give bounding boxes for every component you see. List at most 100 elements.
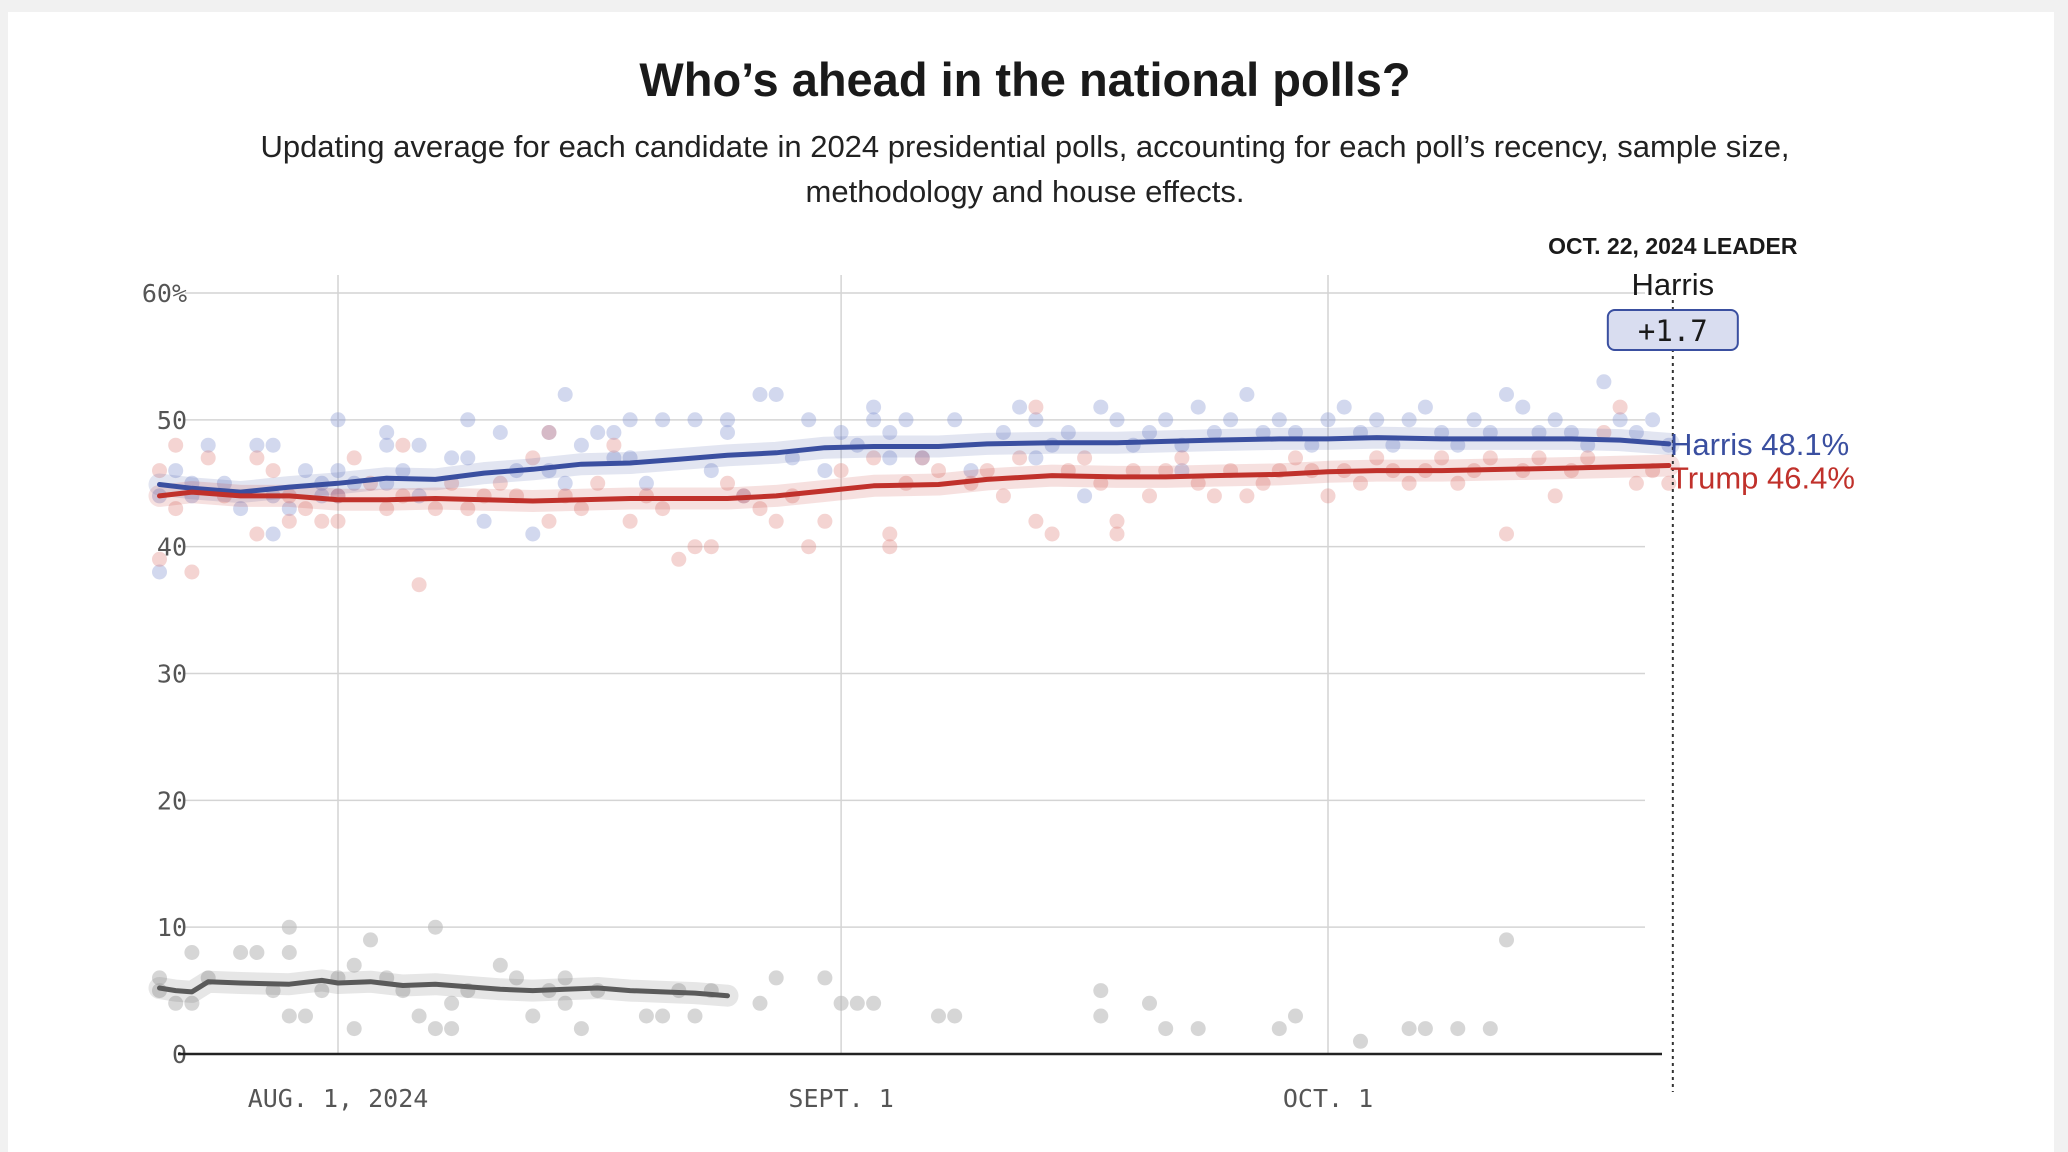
trump-poll-dot <box>1142 488 1157 504</box>
trump-poll-dot <box>168 437 184 453</box>
trump-poll-dot <box>1369 450 1385 466</box>
harris-poll-dot <box>395 463 411 479</box>
other-poll-dot <box>1288 1008 1303 1024</box>
trump-poll-dot <box>427 501 443 517</box>
harris-poll-dot <box>1612 412 1628 428</box>
trump-poll-dot <box>184 564 200 580</box>
trump-poll-dot <box>752 501 768 517</box>
other-poll-dot <box>281 945 297 960</box>
other-poll-dot <box>314 983 330 999</box>
trump-poll-dot <box>541 425 557 440</box>
other-poll-dot <box>1142 995 1157 1011</box>
harris-poll-dot <box>265 526 281 542</box>
trump-poll-dot <box>1077 450 1093 466</box>
trump-poll-dot <box>346 450 362 466</box>
trump-poll-dot <box>379 501 395 517</box>
other-poll-dot <box>1093 1008 1109 1024</box>
trump-poll-dot <box>249 450 265 466</box>
trump-poll-dot <box>1450 475 1466 491</box>
harris-poll-dot <box>298 463 313 479</box>
harris-poll-dot <box>265 437 281 453</box>
x-tick-label: SEPT. 1 <box>788 1084 893 1113</box>
trump-poll-dot <box>768 513 784 529</box>
other-poll-dot <box>444 1021 460 1037</box>
trump-poll-dot <box>314 513 330 529</box>
trump-poll-dot <box>168 501 184 517</box>
harris-poll-dot <box>1320 412 1336 428</box>
y-tick-label: 40 <box>157 533 187 562</box>
trump-poll-dot <box>1093 475 1109 491</box>
harris-poll-dot <box>411 437 427 453</box>
trump-poll-dot <box>914 450 930 466</box>
harris-poll-dot <box>1628 425 1644 440</box>
other-poll-dot <box>687 1008 703 1024</box>
harris-poll-dot <box>866 399 882 415</box>
trump-poll-dot <box>671 551 687 567</box>
y-tick-label: 50 <box>157 406 187 435</box>
y-tick-label: 10 <box>157 913 187 942</box>
harris-poll-dot <box>492 425 508 440</box>
harris-poll-dot <box>1515 399 1531 415</box>
trump-poll-dot <box>655 501 671 517</box>
other-poll-dot <box>363 932 378 948</box>
trump-poll-dot <box>720 475 735 491</box>
other-poll-dot <box>947 1008 963 1024</box>
trump-poll-dot <box>573 501 589 517</box>
trump-poll-dot <box>1580 450 1596 466</box>
other-poll-dot <box>1353 1033 1368 1049</box>
trump-poll-dot <box>1190 475 1206 491</box>
trump-poll-dot <box>622 513 638 529</box>
y-tick-label: 20 <box>157 786 187 815</box>
harris-poll-dot <box>638 475 654 491</box>
harris-poll-dot <box>784 450 800 466</box>
trump-poll-dot <box>411 577 427 593</box>
harris-poll-dot <box>525 526 541 542</box>
trump-poll-dot <box>1255 475 1271 491</box>
harris-poll-dot <box>460 412 476 428</box>
other-poll-dot <box>866 995 882 1011</box>
other-poll-dot <box>1093 983 1109 999</box>
harris-poll-dot <box>573 437 589 453</box>
harris-poll-dot <box>1028 450 1044 466</box>
chart-subtitle: Updating average for each candidate in 2… <box>260 129 1790 209</box>
trump-poll-dot <box>1628 475 1644 491</box>
harris-poll-dot <box>168 463 184 479</box>
harris-poll-dot <box>1499 387 1514 402</box>
trump-poll-dot <box>1612 399 1628 415</box>
harris-poll-dot <box>1466 412 1482 428</box>
other-poll-dot <box>184 945 200 960</box>
trump-poll-dot <box>1320 488 1336 504</box>
harris-poll-dot <box>1645 412 1661 428</box>
harris-poll-dot <box>444 450 460 466</box>
trump-poll-dot <box>703 539 719 555</box>
harris-poll-dot <box>1142 425 1157 440</box>
harris-poll-dot <box>1336 399 1352 415</box>
harris-end-label: Harris 48.1% <box>1670 427 1849 462</box>
trump-poll-dot <box>460 501 476 517</box>
trump-poll-dot <box>882 526 898 542</box>
harris-poll-dot <box>557 475 573 491</box>
harris-poll-dot <box>330 412 346 428</box>
trump-poll-dot <box>1661 475 1677 491</box>
harris-poll-dot <box>1223 412 1239 428</box>
harris-poll-dot <box>379 437 395 453</box>
harris-poll-dot <box>1385 437 1401 453</box>
other-poll-dot <box>525 1008 541 1024</box>
harris-poll-dot <box>752 387 768 402</box>
harris-poll-dot <box>590 425 606 440</box>
other-poll-dot <box>752 995 768 1011</box>
trump-poll-dot <box>1239 488 1255 504</box>
harris-poll-dot <box>622 412 638 428</box>
harris-average-line <box>157 435 1672 495</box>
trump-poll-dot <box>979 463 995 479</box>
trump-poll-dot <box>1012 450 1028 466</box>
trump-poll-dot <box>1174 450 1190 466</box>
trump-poll-dot <box>525 450 541 466</box>
harris-poll-dot <box>720 425 735 440</box>
other-poll-dot <box>817 970 833 986</box>
leader-name: Harris <box>1631 267 1714 302</box>
trump-poll-dot <box>801 539 817 555</box>
harris-poll-dot <box>1158 412 1174 428</box>
trump-poll-dot <box>492 475 508 491</box>
